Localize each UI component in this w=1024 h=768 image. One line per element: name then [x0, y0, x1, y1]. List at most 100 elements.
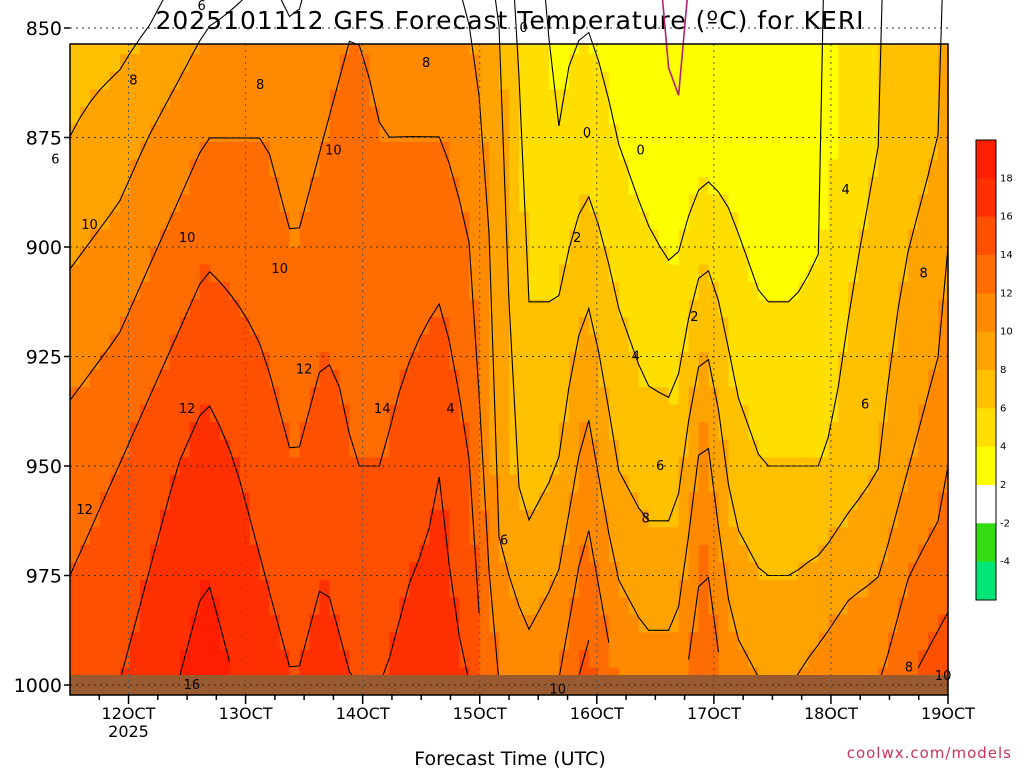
temperature-cell [718, 141, 730, 160]
temperature-cell [928, 614, 939, 633]
temperature-cell [918, 141, 929, 160]
temperature-cell [519, 544, 530, 563]
temperature-cell [688, 54, 700, 73]
temperature-cell [608, 509, 620, 528]
temperature-cell [608, 124, 620, 143]
temperature-cell [439, 650, 450, 669]
temperature-cell [339, 650, 350, 669]
temperature-cell [568, 44, 580, 55]
temperature-cell [99, 439, 111, 458]
temperature-cell [319, 614, 330, 633]
temperature-cell [459, 527, 470, 546]
temperature-cell [399, 527, 410, 546]
temperature-cell [748, 579, 760, 598]
temperature-cell [618, 352, 630, 371]
temperature-cell [918, 562, 929, 581]
temperature-cell [469, 422, 480, 441]
temperature-cell [678, 387, 690, 406]
credit-link[interactable]: coolwx.com/models [847, 744, 1012, 762]
temperature-cell [668, 509, 680, 528]
temperature-cell [349, 141, 360, 160]
temperature-cell [598, 229, 610, 248]
temperature-cell [409, 650, 420, 669]
temperature-cell [898, 299, 909, 318]
temperature-cell [578, 614, 590, 633]
temperature-cell [888, 544, 899, 563]
temperature-cell [848, 562, 859, 581]
temperature-cell [289, 562, 301, 581]
temperature-cell [688, 509, 700, 528]
temperature-cell [878, 369, 889, 388]
temperature-cell [529, 562, 540, 581]
temperature-cell [299, 159, 311, 178]
temperature-cell [109, 124, 121, 143]
temperature-cell [179, 89, 191, 108]
temperature-cell [109, 229, 121, 248]
temperature-cell [509, 229, 520, 248]
temperature-cell [70, 71, 81, 90]
temperature-cell [70, 264, 81, 283]
temperature-cell [898, 212, 909, 231]
temperature-cell [399, 212, 410, 231]
temperature-cell [119, 597, 131, 616]
temperature-cell [698, 334, 710, 353]
temperature-cell [249, 562, 261, 581]
temperature-cell [728, 141, 740, 160]
temperature-cell [538, 44, 550, 55]
temperature-cell [618, 632, 630, 651]
temperature-cell [179, 387, 191, 406]
temperature-cell [299, 422, 311, 441]
temperature-cell [848, 264, 859, 283]
temperature-cell [389, 194, 400, 213]
temperature-cell [339, 439, 350, 458]
temperature-cell [838, 422, 849, 441]
temperature-cell [409, 614, 420, 633]
temperature-cell [309, 422, 321, 441]
temperature-cell [678, 106, 690, 125]
temperature-cell [598, 352, 610, 371]
temperature-cell [698, 439, 710, 458]
temperature-cell [648, 264, 660, 283]
temperature-cell [758, 124, 769, 143]
temperature-cell [209, 544, 221, 563]
temperature-cell [808, 527, 819, 546]
temperature-cell [568, 194, 580, 213]
temperature-cell [548, 562, 560, 581]
temperature-cell [329, 247, 340, 266]
temperature-cell [708, 404, 720, 423]
temperature-cell [768, 439, 779, 458]
temperature-cell [449, 597, 460, 616]
temperature-cell [409, 334, 420, 353]
temperature-cell [129, 89, 141, 108]
temperature-cell [309, 632, 321, 651]
temperature-cell [369, 632, 380, 651]
temperature-cell [858, 387, 869, 406]
temperature-cell [598, 159, 610, 178]
temperature-cell [409, 54, 420, 73]
temperature-cell [239, 650, 251, 669]
temperature-cell [239, 352, 251, 371]
temperature-cell [538, 562, 550, 581]
temperature-cell [788, 404, 799, 423]
temperature-cell [678, 264, 690, 283]
temperature-cell [888, 141, 899, 160]
temperature-cell [449, 159, 460, 178]
temperature-cell [718, 457, 730, 476]
temperature-cell [898, 317, 909, 336]
temperature-cell [199, 229, 211, 248]
temperature-cell [299, 544, 311, 563]
temperature-cell [449, 474, 460, 493]
temperature-cell [199, 614, 211, 633]
temperature-cell [379, 650, 390, 669]
temperature-cell [469, 106, 480, 125]
temperature-cell [578, 159, 590, 178]
temperature-cell [708, 44, 720, 55]
temperature-cell [588, 54, 600, 73]
temperature-cell [90, 89, 101, 108]
temperature-cell [868, 264, 879, 283]
temperature-cell [349, 579, 360, 598]
temperature-cell [878, 562, 889, 581]
temperature-cell [199, 89, 211, 108]
temperature-cell [99, 334, 111, 353]
temperature-cell [538, 492, 550, 511]
